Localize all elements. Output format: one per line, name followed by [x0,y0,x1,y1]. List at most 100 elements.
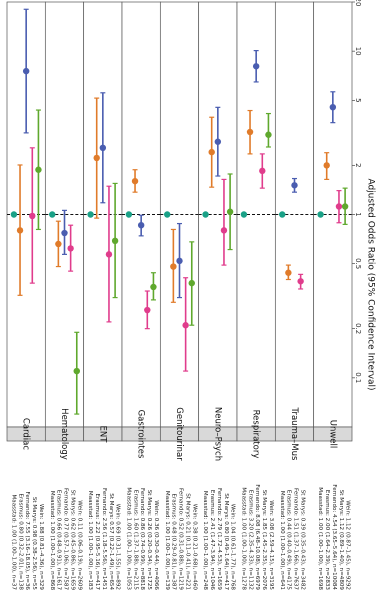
annotation-st-marys: St Marys: 0.57 (0.22–1.49), n=654 [108,493,114,590]
estimate-point [214,138,222,145]
estimate-point [240,211,248,218]
annotation-wein: Wein: 0.36 (0.30–0.44), n=4066 [153,500,159,590]
annotation-st-marys: St Marys: 1.12 (0.89–1.40), n=4809 [338,490,344,591]
estimate-point [164,211,171,218]
strip-label: Unwell [327,420,337,449]
strip-label: Trauma–Mus [289,407,299,461]
estimate-point [99,144,107,152]
estimate-point [61,229,68,237]
annotation-wein: Wein: 0.69 (0.31–1.55), n=892 [115,504,121,590]
estimate-point [182,322,189,329]
estimate-point [335,203,343,210]
annotation-erasmus: Erasmus: 3.20 (2.35–4.33), n=1132 [247,490,253,590]
annotation-maasstad: Maasstad: 1.00 (1.00–1.00), n=1053 [126,487,132,590]
axis-tick-label: 1 [354,212,362,216]
estimate-point [144,306,151,314]
annotation-fernando: Fernando: 8.08 (6.48–10.08), n=6979 [254,484,260,590]
estimate-point [176,257,183,265]
annotation-wein: Wein: 1.12 (0.87–1.45), n=9292 [345,500,351,590]
panel-hematology: Hematology [44,1,85,460]
panel-gastrointes: Gastrointes [121,1,161,459]
panel-genitourinar: Genitourinar [159,1,200,461]
annotation-wein: Wein: 0.11 (0.06–0.19), n=2609 [76,500,82,590]
axis-tick-label: 10 [354,47,362,56]
axis-tick-label: 5 [354,98,362,102]
annotation-maasstad: Maasstad: 1.00 (1.00–1.00), n=1278 [241,487,247,590]
annotation-st-marys: St Marys: 1.85 (1.45–2.35), n=2076 [261,490,267,591]
estimate-point [105,251,113,258]
estimate-point [131,177,139,185]
axis-tick-label: 0.5 [354,258,362,269]
annotation-fernando: Fernando: 1.51 (1.37–1.66), n=7637 [293,488,299,590]
annotation-st-marys: St Marys: 0.62 (0.45–0.86), n=1659 [69,490,75,591]
annotation-erasmus: Erasmus: 0.44 (0.40–0.49), n=4175 [286,490,292,591]
estimate-point [87,211,94,218]
strip-label: Hematology [59,408,69,460]
annotation-erasmus: Erasmus: 2.22 (0.95–5.16), n=417 [94,493,100,590]
estimate-point [252,63,260,70]
estimate-point [125,211,133,218]
axis-tick-label: 0.1 [354,372,362,383]
annotation-st-marys: St Marys: 0.80 (0.49–1.64), n=417 [223,493,229,590]
estimate-point [285,269,292,276]
estimate-point [29,212,36,220]
annotation-maasstad: Maasstad: 1.00 (1.00–1.00), n=868 [49,491,55,591]
strip-box [313,426,353,442]
estimate-point [297,278,304,285]
estimate-point [279,211,286,218]
annotation-fernando: Fernando: 4.54 (3.65–5.64), n=10084 [331,484,337,590]
estimate-point [22,67,30,75]
strip-label: ENT [97,426,107,444]
axis-tick-label: 20 [354,0,362,6]
strip-label: Respiratory [251,410,261,459]
annotation-maasstad: Maasstad: 1.00 (1.00–1.00), n=139 [164,491,170,591]
estimate-point [16,227,24,234]
annotation-maasstad: Maasstad: 1.00 (1.00–1.00), n=1698 [317,487,323,590]
estimate-point [220,227,228,234]
estimate-point [55,240,62,248]
estimate-point [93,154,100,162]
annotation-st-marys: St Marys: 0.98 (0.38–2.56), n=55 [31,497,37,591]
estimate-point [35,166,42,173]
panel-trauma-mus: Trauma–Mus [274,1,315,461]
axis-tick-label: 2 [354,163,362,167]
annotation-fernando: Fernando: 0.86 (0.74–0.99), n=8818 [139,488,145,590]
x-axis-title: Adjusted Odds Ratio (95% Confidence Inte… [366,178,376,390]
panel-cardiac: Cardiac [6,1,46,450]
annotation-fernando: Fernando: 2.79 (1.72–4.53), n=1659 [216,488,222,590]
estimate-point [341,203,349,210]
estimate-point [49,211,56,218]
estimate-point [188,279,195,287]
estimate-point [226,208,234,215]
strip-label: Gastrointes [136,410,146,459]
estimate-point [317,211,324,218]
annotation-wein: Wein: 0.38 (0.21–0.68), n=460 [191,504,197,591]
panel-unwell: Unwell [313,1,353,449]
estimate-point [111,237,119,245]
estimate-point [329,103,337,111]
annotation-erasmus: Erasmus: 1.60 (1.37–1.88), n=2115 [132,490,138,591]
estimate-point [246,128,254,136]
estimate-point [202,211,209,218]
estimate-point [137,221,145,229]
annotation-maasstad: Maasstad: 1.00 (1.00–1.00), n=248 [202,491,208,591]
estimate-point [259,167,266,175]
annotation-maasstad: Maasstad: 1.00 (1.00–1.00), n=641 [279,491,285,591]
annotation-fernando: Fernando: 0.77 (0.57–1.06), n=7587 [63,488,69,590]
strip-label: Neuro–Psych [212,407,222,461]
annotation-st-marys: St Marys: 0.39 (0.35–0.43), n=3482 [299,490,305,590]
annotation-erasmus: Erasmus: 0.48 (0.29–0.81), n=387 [171,493,177,590]
annotation-st-marys: St Marys: 0.26 (0.20–0.34), n=1725 [146,490,152,591]
strip-label: Cardiac [21,418,31,450]
annotation-wein: Wein: 1.04 (0.61–1.77), n=768 [230,504,236,591]
estimate-point [150,283,157,291]
axis-layer: 0.1 0.2 0.5 1 2 5 10 20 Adjusted Odds Ratio (95%… [352,0,376,391]
estimate-point [10,211,18,218]
estimate-point [67,245,74,252]
annotation-maasstad: Maasstad: 1.00 (1.00–1.00), n=37 [11,494,17,590]
labels-layer: Maasstad: 1.00 (1.00–1.00), n=37 Erasmus:… [11,484,351,590]
annotation-st-marys: St Marys: 0.21 (0.11–0.41), n=221 [184,493,190,590]
panels-layer: Cardiac Hematology ENT Gastrointes Genitouri… [6,1,353,461]
annotation-erasmus: Erasmus: 2.41 (1.47–3.94), n=1046 [209,490,215,591]
